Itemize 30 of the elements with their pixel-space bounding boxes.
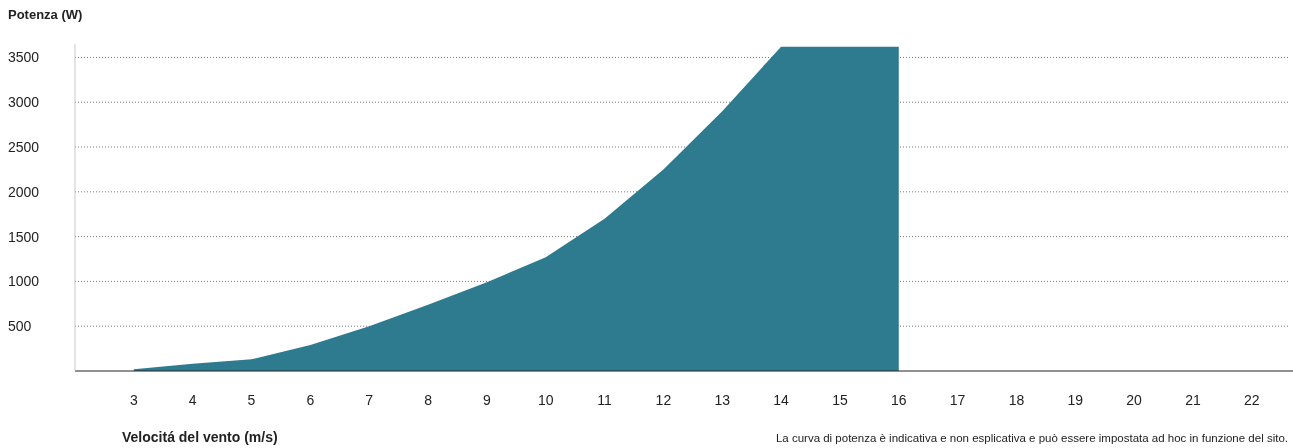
x-tick-label: 19 [1067,392,1084,408]
x-tick-label: 9 [482,392,491,408]
x-tick-label: 13 [714,392,731,408]
x-tick-label: 10 [537,392,554,408]
x-tick-label: 7 [365,392,374,408]
x-tick-label: 15 [832,392,848,408]
x-tick-label: 4 [188,392,197,408]
x-tick-label: 14 [773,392,790,408]
x-tick-label: 5 [247,392,256,408]
x-tick-label: 20 [1126,392,1143,408]
y-tick-label: 2000 [8,183,40,200]
y-tick-label: 1000 [8,273,40,290]
y-tick-label: 2500 [8,138,40,155]
x-tick-label: 21 [1185,392,1201,408]
y-tick-label: 3500 [8,49,40,66]
x-tick-label: 6 [306,392,315,408]
x-tick-label: 18 [1008,392,1025,408]
x-tick-label: 3 [129,392,138,408]
x-tick-label: 11 [597,392,613,408]
x-tick-label: 12 [655,392,672,408]
y-tick-label: 500 [8,318,32,335]
y-tick-label: 1500 [8,228,40,245]
y-axis-title: Potenza (W) [8,7,83,22]
y-tick-label: 3000 [8,94,40,111]
text: La curva di potenza è indicativa e non esplicativa e può essere impostata ad hoc in funzione del sito. [775,432,1288,444]
x-tick-label: 22 [1244,392,1260,408]
x-axis-title: Velocitá del vento (m/s) [122,429,278,445]
x-tick-label: 8 [424,392,433,408]
x-tick-label: 17 [949,392,966,408]
x-tick-label: 16 [890,392,907,408]
